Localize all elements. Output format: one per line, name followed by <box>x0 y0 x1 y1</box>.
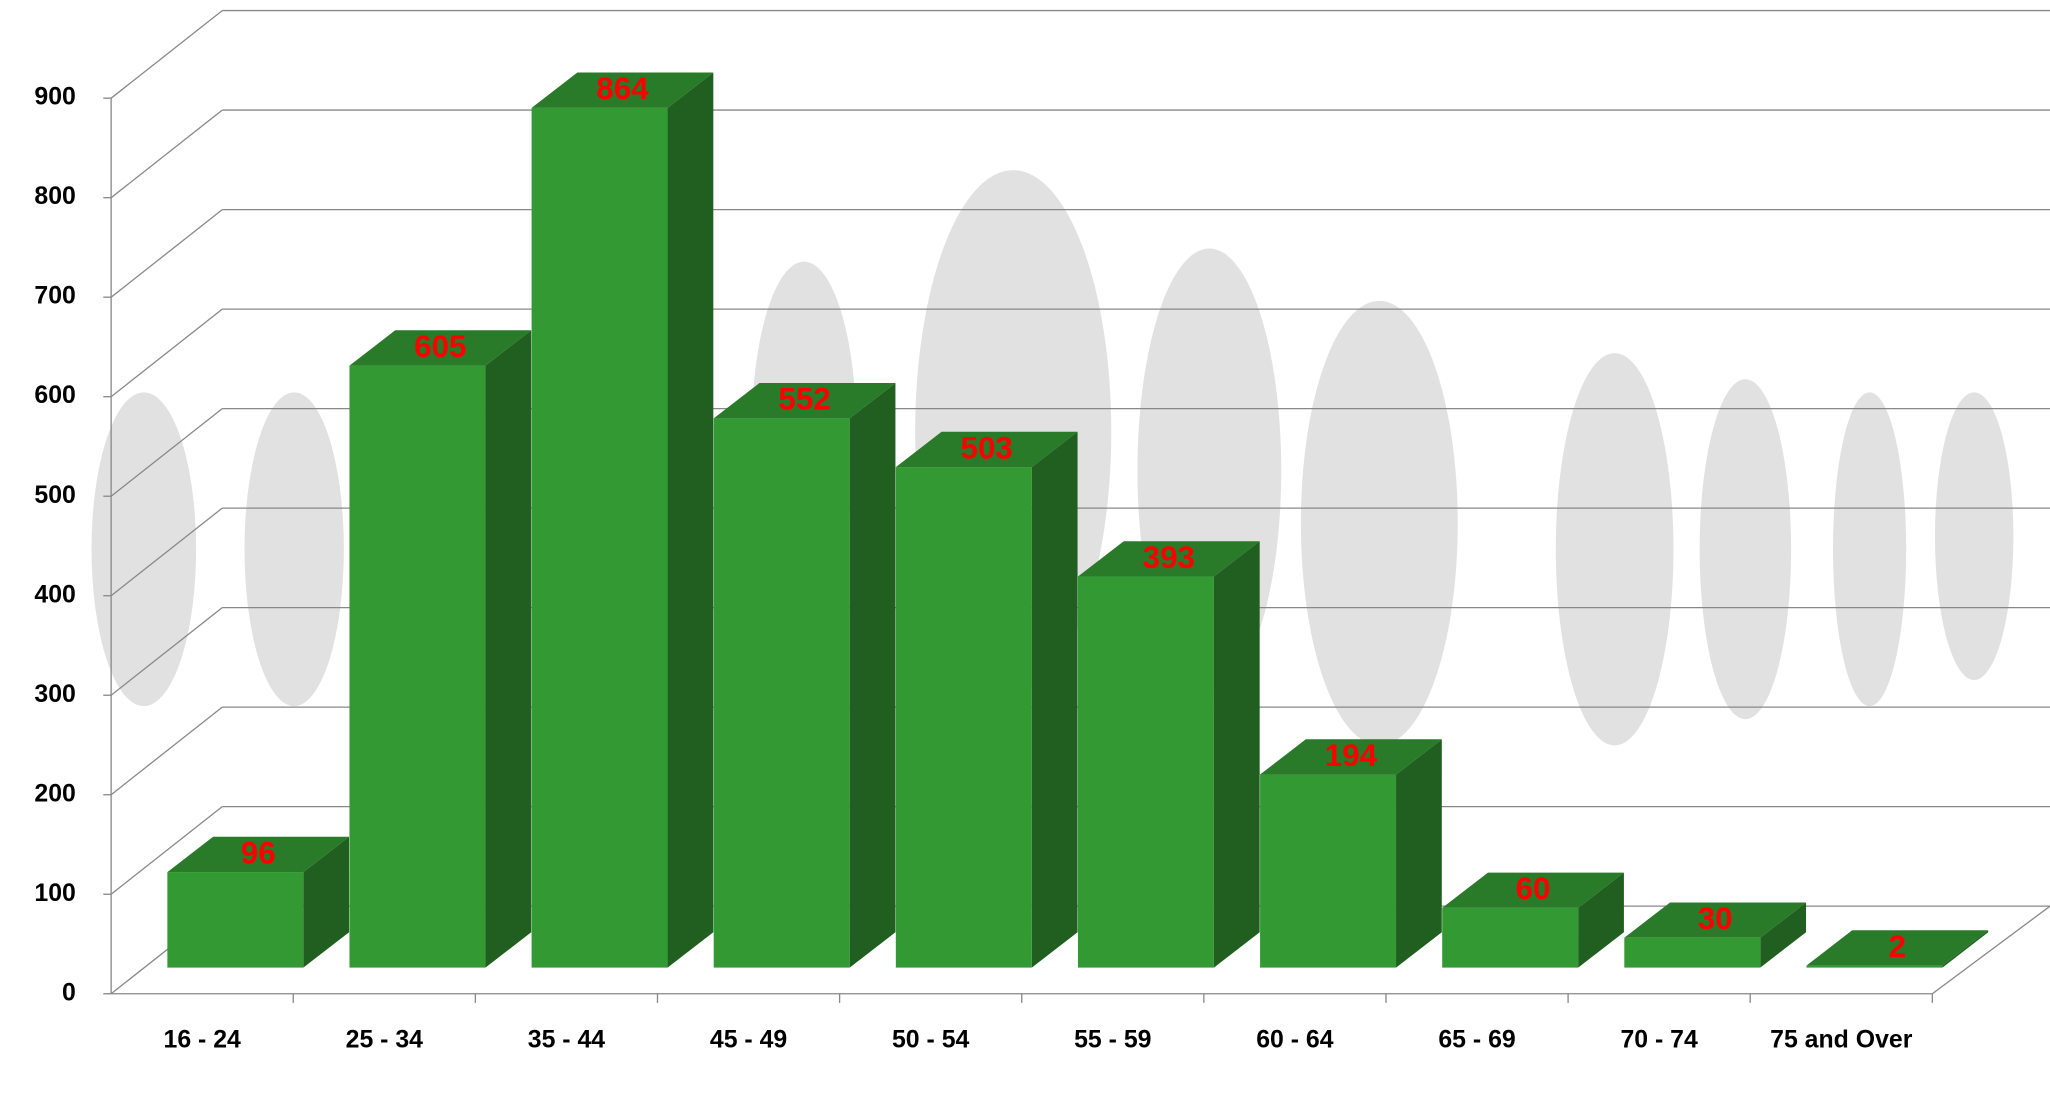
bar <box>1442 907 1579 968</box>
x-tick-label: 70 - 74 <box>1620 1026 1698 1054</box>
bar-side <box>303 836 350 968</box>
y-tick-label: 500 <box>34 482 75 509</box>
value-label: 503 <box>961 430 1013 465</box>
bar-side <box>1942 930 1989 968</box>
value-label: 30 <box>1698 901 1733 936</box>
bar-top <box>1077 541 1260 577</box>
bar-top <box>713 383 896 419</box>
x-tick-label: 65 - 69 <box>1438 1026 1516 1054</box>
grid-line-side <box>110 209 223 298</box>
x-tick-label-box: 60 - 64 <box>1256 1026 1334 1054</box>
grid-line-side <box>110 10 223 99</box>
value-label: 60 <box>1516 871 1551 906</box>
y-tick-label: 0 <box>62 979 76 1006</box>
x-tick-label-box: 16 - 24 <box>163 1026 241 1054</box>
y-tick-label: 900 <box>34 84 75 111</box>
x-tick-label: 55 - 59 <box>1074 1026 1152 1054</box>
grid-line-side <box>110 507 223 597</box>
bar-side <box>1578 872 1624 968</box>
bar <box>349 365 486 968</box>
bar-top <box>349 330 532 366</box>
x-tick-label: 16 - 24 <box>163 1026 241 1054</box>
value-label: 393 <box>1143 540 1195 575</box>
x-tick-label-box: 35 - 44 <box>527 1026 606 1054</box>
x-tick-label-box: 70 - 74 <box>1620 1026 1698 1054</box>
grid-line-side <box>110 109 223 199</box>
value-label: 2 <box>1889 929 1906 964</box>
grid-line-side <box>110 806 223 895</box>
bar <box>167 872 304 968</box>
bar-top <box>1806 930 1989 966</box>
x-tick-label-box: 50 - 54 <box>891 1026 970 1054</box>
y-tick-label: 800 <box>34 183 75 210</box>
y-tick-label: 400 <box>34 581 75 608</box>
bar <box>1806 965 1943 968</box>
bar-side <box>1396 739 1442 968</box>
bar-side <box>1760 902 1807 968</box>
y-tick-label: 100 <box>34 880 75 907</box>
bar-top <box>531 72 714 108</box>
y-tick-label: 700 <box>34 283 75 310</box>
value-label: 552 <box>778 382 830 417</box>
bar <box>1260 774 1397 968</box>
bar-side <box>667 72 714 968</box>
grid-line-side <box>110 706 223 796</box>
grid-line-side <box>110 408 223 497</box>
x-tick-label: 25 - 34 <box>345 1026 423 1054</box>
x-tick-label: 35 - 44 <box>527 1026 606 1054</box>
x-tick-label: 60 - 64 <box>1256 1026 1334 1054</box>
grid-line-side <box>110 607 223 696</box>
bar <box>531 107 668 968</box>
value-label: 194 <box>1325 738 1378 773</box>
bar-top <box>1260 739 1442 775</box>
grid-line-side <box>110 308 223 398</box>
bar-side <box>485 330 532 968</box>
bar-side <box>1031 431 1078 968</box>
bar-top <box>895 431 1078 468</box>
bar <box>713 418 850 968</box>
value-label: 96 <box>241 835 276 870</box>
x-tick-label-box: 45 - 49 <box>709 1026 788 1054</box>
bar-top <box>167 836 350 873</box>
x-tick-label-box: 65 - 69 <box>1438 1026 1516 1054</box>
bar <box>895 467 1032 968</box>
bar-top <box>1442 872 1624 908</box>
x-tick-label: 50 - 54 <box>891 1026 970 1054</box>
y-tick-label: 600 <box>34 382 75 409</box>
y-tick-label: 200 <box>34 780 75 807</box>
bar-side <box>1213 541 1260 968</box>
bar <box>1077 576 1214 968</box>
bar-side <box>849 383 896 968</box>
x-tick-label-box: 55 - 59 <box>1074 1026 1152 1054</box>
x-tick-label: 45 - 49 <box>709 1026 788 1054</box>
value-label: 864 <box>596 71 649 106</box>
x-tick-label-box: 75 and Over <box>1770 1026 1913 1054</box>
bar-top <box>1624 902 1807 938</box>
floor-side <box>1931 905 2050 995</box>
bar <box>1624 937 1761 968</box>
x-tick-label: 75 and Over <box>1770 1026 1913 1054</box>
x-tick-label-box: 25 - 34 <box>345 1026 423 1054</box>
y-tick-label: 300 <box>34 681 75 708</box>
value-label: 605 <box>414 329 466 364</box>
